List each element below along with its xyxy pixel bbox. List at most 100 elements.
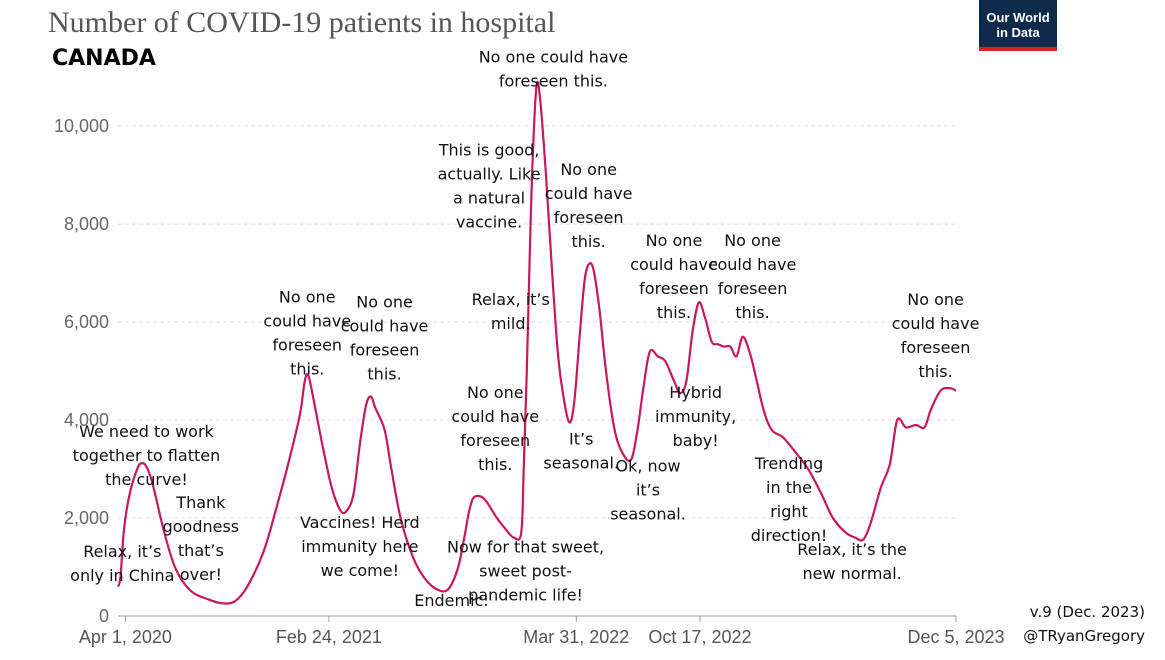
author-handle: @TRyanGregory xyxy=(1023,627,1145,645)
annotation-line: could have xyxy=(892,314,980,333)
annotation-line: No one xyxy=(467,383,524,402)
annotation: Vaccines! Herd immunity here we come! xyxy=(300,513,420,580)
grid-lines xyxy=(118,125,956,519)
annotation-line: sweet post- xyxy=(479,561,572,580)
annotation-line: could have xyxy=(630,255,718,274)
x-tick-label: Oct 17, 2022 xyxy=(648,627,751,647)
annotation-line: only in China xyxy=(70,566,174,585)
annotation: Thank goodness that’s over! xyxy=(163,493,240,584)
annotation-line: No one xyxy=(724,231,781,250)
y-tick-label: 10,000 xyxy=(54,116,109,136)
annotation-line: seasonal. xyxy=(543,454,619,473)
annotation-line: together to flatten xyxy=(73,446,221,465)
annotation: Relax, it’s mild. xyxy=(472,290,550,333)
annotation-line: We need to work xyxy=(79,422,214,441)
logo-line-1: Our World xyxy=(986,10,1050,25)
annotation: No one could have foreseen this. xyxy=(545,160,633,251)
annotation-line: No one could have xyxy=(479,48,628,67)
annotation-line: This is good, xyxy=(438,141,540,160)
chart-subtitle: CANADA xyxy=(52,46,156,71)
annotation: Ok, now it’s seasonal. xyxy=(610,457,686,524)
annotation-line: a natural xyxy=(453,189,525,208)
y-tick-label: 0 xyxy=(99,606,109,626)
annotation-line: foreseen xyxy=(718,279,788,298)
annotation: We need to work together to flatten the cu… xyxy=(73,422,221,489)
annotation-line: Thank xyxy=(175,493,226,512)
annotation-line: direction! xyxy=(751,526,828,545)
annotations-layer: Relax, it’s only in China We need to work t… xyxy=(70,48,979,611)
annotation: Endemic. xyxy=(414,591,488,610)
annotation-line: No one xyxy=(646,231,703,250)
annotation-line: Trending xyxy=(754,454,824,473)
series-line-canada xyxy=(116,80,957,605)
y-tick-label: 2,000 xyxy=(64,508,109,528)
chart-title: Number of COVID-19 patients in hospital xyxy=(48,6,556,39)
annotation-line: immunity, xyxy=(655,407,736,426)
annotation: Hybrid immunity, baby! xyxy=(655,383,736,450)
annotation: Relax, it’s only in China xyxy=(70,542,174,585)
annotation-line: baby! xyxy=(673,431,719,450)
annotation-line: this. xyxy=(571,232,605,251)
x-tick-label: Apr 1, 2020 xyxy=(79,627,172,647)
annotation: No one could have foreseen this. xyxy=(709,231,797,322)
annotation-line: Relax, it’s xyxy=(472,290,550,309)
annotation-line: this. xyxy=(478,455,512,474)
annotation: Now for that sweet, sweet post-pandemic l… xyxy=(447,537,604,604)
series-layer xyxy=(116,80,957,605)
annotation-line: could have xyxy=(341,316,429,335)
annotation-line: Ok, now xyxy=(615,457,680,476)
annotation-line: mild. xyxy=(491,314,531,333)
version-credit: v.9 (Dec. 2023) @TRyanGregory xyxy=(1023,600,1145,648)
annotation-line: It’s xyxy=(569,430,593,449)
annotation-line: this. xyxy=(367,364,401,383)
annotation-line: this. xyxy=(290,360,324,379)
annotation-line: we come! xyxy=(321,561,399,580)
annotation-line: the curve! xyxy=(105,470,188,489)
annotation-line: Relax, it’s xyxy=(83,542,161,561)
annotation-line: vaccine. xyxy=(456,213,522,232)
annotation-line: foreseen xyxy=(639,279,709,298)
annotation-line: could have xyxy=(451,407,539,426)
annotation-line: foreseen xyxy=(272,336,342,355)
annotation-line: in the xyxy=(766,478,812,497)
annotation-line: actually. Like xyxy=(438,165,541,184)
annotation-line: this. xyxy=(735,303,769,322)
annotation: No one could have foreseen this. xyxy=(341,292,429,383)
annotation-line: foreseen this. xyxy=(499,72,608,91)
annotation-line: No one xyxy=(560,160,617,179)
annotation: No one could have foreseen this. xyxy=(263,288,351,379)
annotation-line: foreseen xyxy=(350,340,420,359)
annotation: No one could have foreseen this. xyxy=(630,231,718,322)
annotation: No one could have foreseen this. xyxy=(451,383,539,474)
annotation-line: seasonal. xyxy=(610,505,686,524)
owid-logo[interactable]: Our World in Data xyxy=(979,0,1057,51)
annotation: No one could have foreseen this. xyxy=(479,48,628,91)
x-tick-label: Feb 24, 2021 xyxy=(276,627,382,647)
x-tick-label: Dec 5, 2023 xyxy=(907,627,1004,647)
annotation: Trending in the right direction! xyxy=(751,454,828,545)
y-tick-label: 6,000 xyxy=(64,312,109,332)
annotation-line: this. xyxy=(657,303,691,322)
annotation-line: right xyxy=(770,502,808,521)
annotation: This is good, actually. Like a natural vacc… xyxy=(438,141,541,232)
logo-line-2: in Data xyxy=(996,25,1040,40)
y-tick-label: 8,000 xyxy=(64,214,109,234)
annotation-line: No one xyxy=(356,292,413,311)
annotation-line: No one xyxy=(279,288,336,307)
annotation-line: foreseen xyxy=(554,208,624,227)
annotation-line: over! xyxy=(180,565,222,584)
annotation-line: immunity here xyxy=(301,537,418,556)
y-tick-label: 4,000 xyxy=(64,410,109,430)
annotation-line: this. xyxy=(918,362,952,381)
annotation-line: pandemic life! xyxy=(468,585,583,604)
annotation: Relax, it’s the new normal. xyxy=(797,540,907,583)
annotation-line: No one xyxy=(907,290,964,309)
annotation-line: Relax, it’s the xyxy=(797,540,907,559)
annotation-line: Now for that sweet, xyxy=(447,537,604,556)
annotation-line: it’s xyxy=(636,481,660,500)
annotation-line: could have xyxy=(263,312,351,331)
annotation-line: that’s xyxy=(178,541,224,560)
annotation-line: foreseen xyxy=(460,431,530,450)
annotation-line: new normal. xyxy=(802,564,901,583)
